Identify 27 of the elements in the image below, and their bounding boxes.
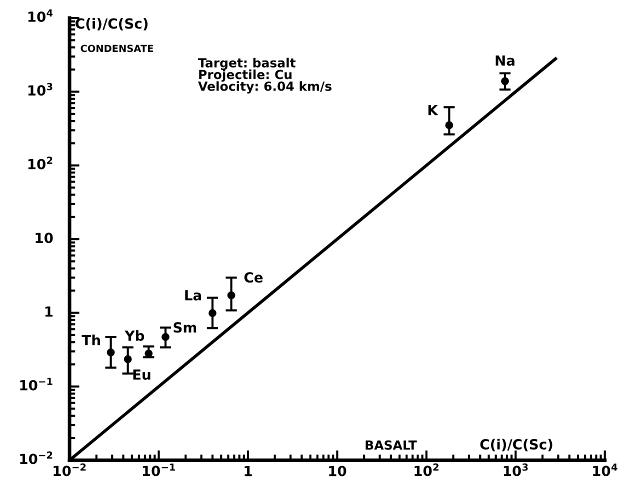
annotation: Target: basalt Projectile: Cu Velocity: 6.04 km/s — [198, 58, 332, 94]
x-tick-label: 10$^{4}$ — [593, 464, 618, 476]
x-tick-label: 1 — [244, 466, 252, 476]
x-tick-label: 10$^{2}$ — [414, 463, 438, 476]
annotation: Yb — [124, 330, 144, 341]
y-tick-label: 1 — [45, 306, 53, 317]
annotation: K — [428, 105, 438, 116]
annotation: BASALT — [366, 440, 417, 450]
x-axis-title: C(i)/C(Sc) — [480, 438, 552, 452]
y-axis-title: C(i)/C(Sc) — [76, 18, 148, 30]
x-tick-label: 10 — [329, 466, 346, 476]
x-tick-label: 10$^{−2}$ — [54, 463, 86, 476]
y-tick-label: 10$^{−1}$ — [20, 378, 52, 390]
annotation: CONDENSATE — [80, 44, 153, 52]
y-tick-label: 10$^{3}$ — [28, 82, 52, 96]
x-tick-label: 10$^{−1}$ — [142, 464, 176, 476]
y-tick-label: 10$^{−2}$ — [20, 451, 52, 464]
annotation: La — [185, 290, 202, 300]
y-tick-label: 10$^{4}$ — [28, 9, 53, 22]
x-tick-label: 10$^{3}$ — [504, 463, 528, 476]
annotation: Ce — [244, 272, 263, 283]
annotation: Th — [82, 334, 100, 346]
y-tick-label: 10 — [36, 232, 53, 244]
annotation: Na — [496, 55, 514, 66]
annotation: Eu — [133, 370, 150, 380]
annotation: Sm — [174, 322, 196, 333]
y-tick-label: 10$^{2}$ — [28, 156, 52, 170]
